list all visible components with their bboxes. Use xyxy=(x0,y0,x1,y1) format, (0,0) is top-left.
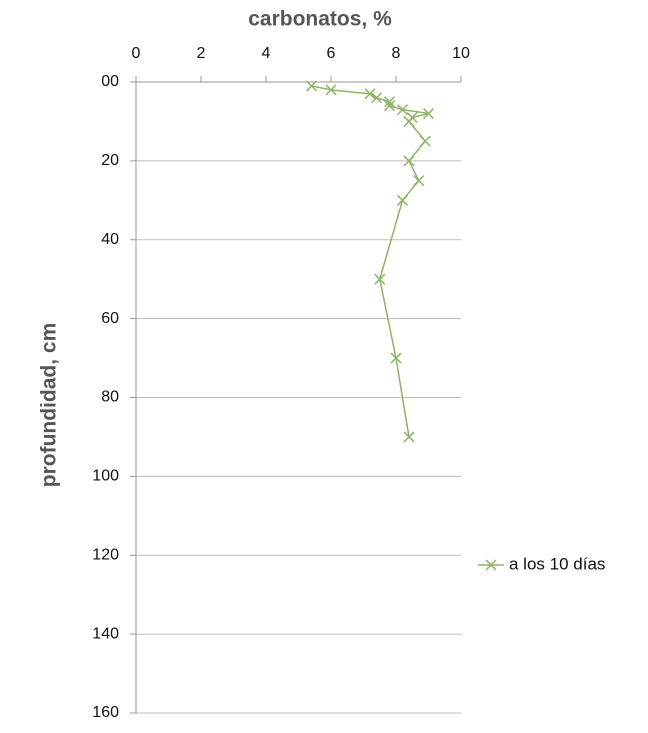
y-axis-title: profundidad, cm xyxy=(38,323,61,488)
marker xyxy=(419,135,431,147)
data-line xyxy=(311,85,429,438)
marker xyxy=(403,115,415,127)
marker xyxy=(374,273,386,285)
y-tick-label: 160 xyxy=(92,704,119,721)
marker xyxy=(370,92,383,104)
y-tick-label: 60 xyxy=(101,310,119,327)
x-tick-label: 2 xyxy=(197,45,206,62)
x-axis-title: carbonatos, % xyxy=(248,8,392,31)
y-tick-label: 20 xyxy=(101,152,119,169)
marker xyxy=(390,352,402,364)
y-tick-label: 100 xyxy=(92,468,119,485)
y-tick-label: 80 xyxy=(101,389,119,406)
legend-marker xyxy=(485,559,497,571)
x-tick-label: 4 xyxy=(262,45,271,62)
x-tick-label: 6 xyxy=(327,45,336,62)
marker xyxy=(364,88,376,100)
marker xyxy=(396,104,409,116)
x-tick-label: 10 xyxy=(452,45,470,62)
marker xyxy=(325,84,337,96)
marker xyxy=(413,175,425,187)
marker xyxy=(383,96,396,108)
y-tick-label: 120 xyxy=(92,546,119,563)
x-tick-label: 0 xyxy=(132,45,141,62)
y-tick-label: 40 xyxy=(101,231,119,248)
y-tick-label: 140 xyxy=(92,625,119,642)
y-tick-label: 00 xyxy=(101,73,119,90)
legend-label: a los 10 días xyxy=(509,554,605,573)
marker xyxy=(396,194,409,206)
marker xyxy=(383,100,396,112)
x-tick-label: 8 xyxy=(392,45,401,62)
marker xyxy=(305,80,318,92)
marker xyxy=(403,155,415,167)
marker xyxy=(422,108,435,120)
marker xyxy=(403,431,415,443)
